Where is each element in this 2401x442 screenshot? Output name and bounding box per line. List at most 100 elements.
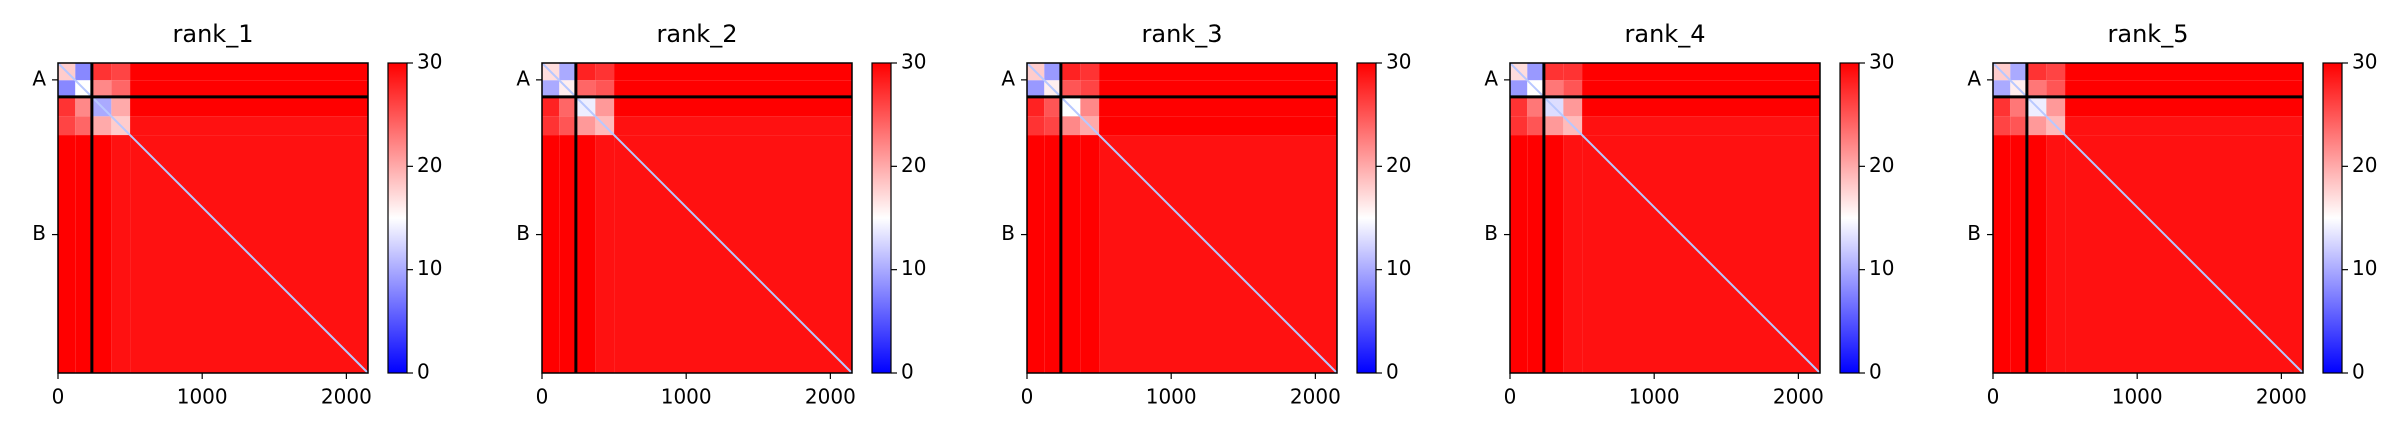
y-tick-label: A [1967, 66, 1981, 90]
x-tick-label: 2000 [321, 385, 372, 409]
x-tick-label: 2000 [805, 385, 856, 409]
heatmap-cell [614, 116, 852, 136]
colorbar-tick-label: 10 [2352, 256, 2377, 280]
heatmap-cell [58, 135, 76, 373]
heatmap-cell [1993, 135, 2011, 373]
chart-title: rank_5 [2108, 20, 2189, 48]
heatmap-cell [575, 80, 596, 97]
heatmap-cell [542, 135, 560, 373]
heatmap-cell [1993, 80, 2011, 97]
heatmap-cell [1527, 96, 1544, 117]
heatmap-cell [1527, 135, 1544, 373]
heatmap-cell [91, 80, 112, 97]
heatmap-cell [1060, 80, 1081, 97]
heatmap-cell [1027, 135, 1045, 373]
x-tick-label: 0 [1504, 385, 1517, 409]
y-tick-label: B [1484, 221, 1498, 245]
heatmap-cell [58, 116, 76, 136]
heatmap-cell [2026, 80, 2047, 97]
heatmap-cell [595, 63, 615, 81]
heatmap-cell [111, 63, 131, 81]
heatmap-cell [1099, 96, 1337, 117]
heatmap-cell [75, 96, 92, 117]
colorbar [1839, 62, 1860, 374]
x-tick-label: 1000 [177, 385, 228, 409]
heatmap-cell [1543, 116, 1564, 136]
heatmap-cell [1543, 80, 1564, 97]
heatmap-cell [2065, 96, 2303, 117]
diagonal [57, 62, 369, 374]
x-tick-label: 0 [536, 385, 549, 409]
colorbar-tick-label: 0 [901, 360, 914, 384]
heatmap-cell [1993, 96, 2011, 117]
heatmap-cell [595, 135, 615, 373]
colorbar-tick-label: 30 [1869, 50, 1894, 74]
heatmap-cell [1543, 63, 1564, 81]
heatmap-cell [1582, 80, 1820, 97]
heatmap-cell [130, 80, 368, 97]
heatmap-cell [2010, 96, 2027, 117]
y-tick-label: B [516, 221, 530, 245]
diagonal [1026, 62, 1338, 374]
heatmap-cell [1527, 116, 1544, 136]
x-tick-label: 0 [1021, 385, 1034, 409]
heatmap-cell [2026, 116, 2047, 136]
heatmap-cell [2010, 135, 2027, 373]
heatmap-cell [91, 116, 112, 136]
colorbar-tick-label: 0 [1386, 360, 1399, 384]
heatmap-cell [1563, 96, 1583, 117]
heatmap-cell [75, 135, 92, 373]
heatmap-cell [2010, 63, 2027, 81]
colorbar-tick-label: 20 [1386, 153, 1411, 177]
x-tick-label: 1000 [2112, 385, 2163, 409]
heatmap-cell [1993, 116, 2011, 136]
heatmap-cell [1582, 96, 1820, 117]
heatmap-cell [91, 135, 112, 373]
heatmap-cell [75, 116, 92, 136]
heatmap-cell [559, 135, 576, 373]
colorbar [1356, 62, 1377, 374]
heatmap-cell [559, 116, 576, 136]
heatmap-cell [575, 135, 596, 373]
heatmap-cell [1510, 116, 1528, 136]
x-tick-label: 0 [52, 385, 65, 409]
heatmap-cell [614, 96, 852, 117]
heatmap-cell [1510, 80, 1528, 97]
colorbar-tick-label: 20 [1869, 153, 1894, 177]
heatmap-cell [1044, 116, 1061, 136]
colorbar-tick-label: 10 [1869, 256, 1894, 280]
heatmap-cell [1080, 96, 1100, 117]
heatmap-cell [58, 96, 76, 117]
heatmap-cell [1080, 80, 1100, 97]
heatmap-cell [2065, 116, 2303, 136]
heatmap-cell [542, 80, 560, 97]
chart-title: rank_1 [173, 20, 254, 48]
heatmap-cell [1543, 135, 1564, 373]
heatmap-cell [58, 80, 76, 97]
chart-title: rank_3 [1142, 20, 1223, 48]
heatmap-cell [1027, 116, 1045, 136]
heatmap-cell [575, 116, 596, 136]
heatmap-cell [1044, 96, 1061, 117]
heatmap-cell [1099, 63, 1337, 81]
y-tick-label: A [1484, 66, 1498, 90]
heatmap-cell [2065, 63, 2303, 81]
heatmap-cell [1582, 63, 1820, 81]
heatmap-cell [1044, 63, 1061, 81]
heatmap-cell [111, 135, 131, 373]
colorbar-tick-label: 0 [2352, 360, 2365, 384]
heatmap-cell [559, 96, 576, 117]
heatmap-cell [1510, 96, 1528, 117]
chart-title: rank_2 [657, 20, 738, 48]
colorbar-tick-label: 0 [1869, 360, 1882, 384]
heatmap-cell [1060, 135, 1081, 373]
y-tick-label: A [32, 66, 46, 90]
colorbar-tick-label: 30 [901, 50, 926, 74]
heatmap-cell [1563, 80, 1583, 97]
heatmap-cell [1099, 116, 1337, 136]
heatmap-cell [1099, 80, 1337, 97]
heatmap-cell [1044, 135, 1061, 373]
heatmap-cell [2046, 96, 2066, 117]
y-tick-label: A [516, 66, 530, 90]
y-tick-label: B [1967, 221, 1981, 245]
